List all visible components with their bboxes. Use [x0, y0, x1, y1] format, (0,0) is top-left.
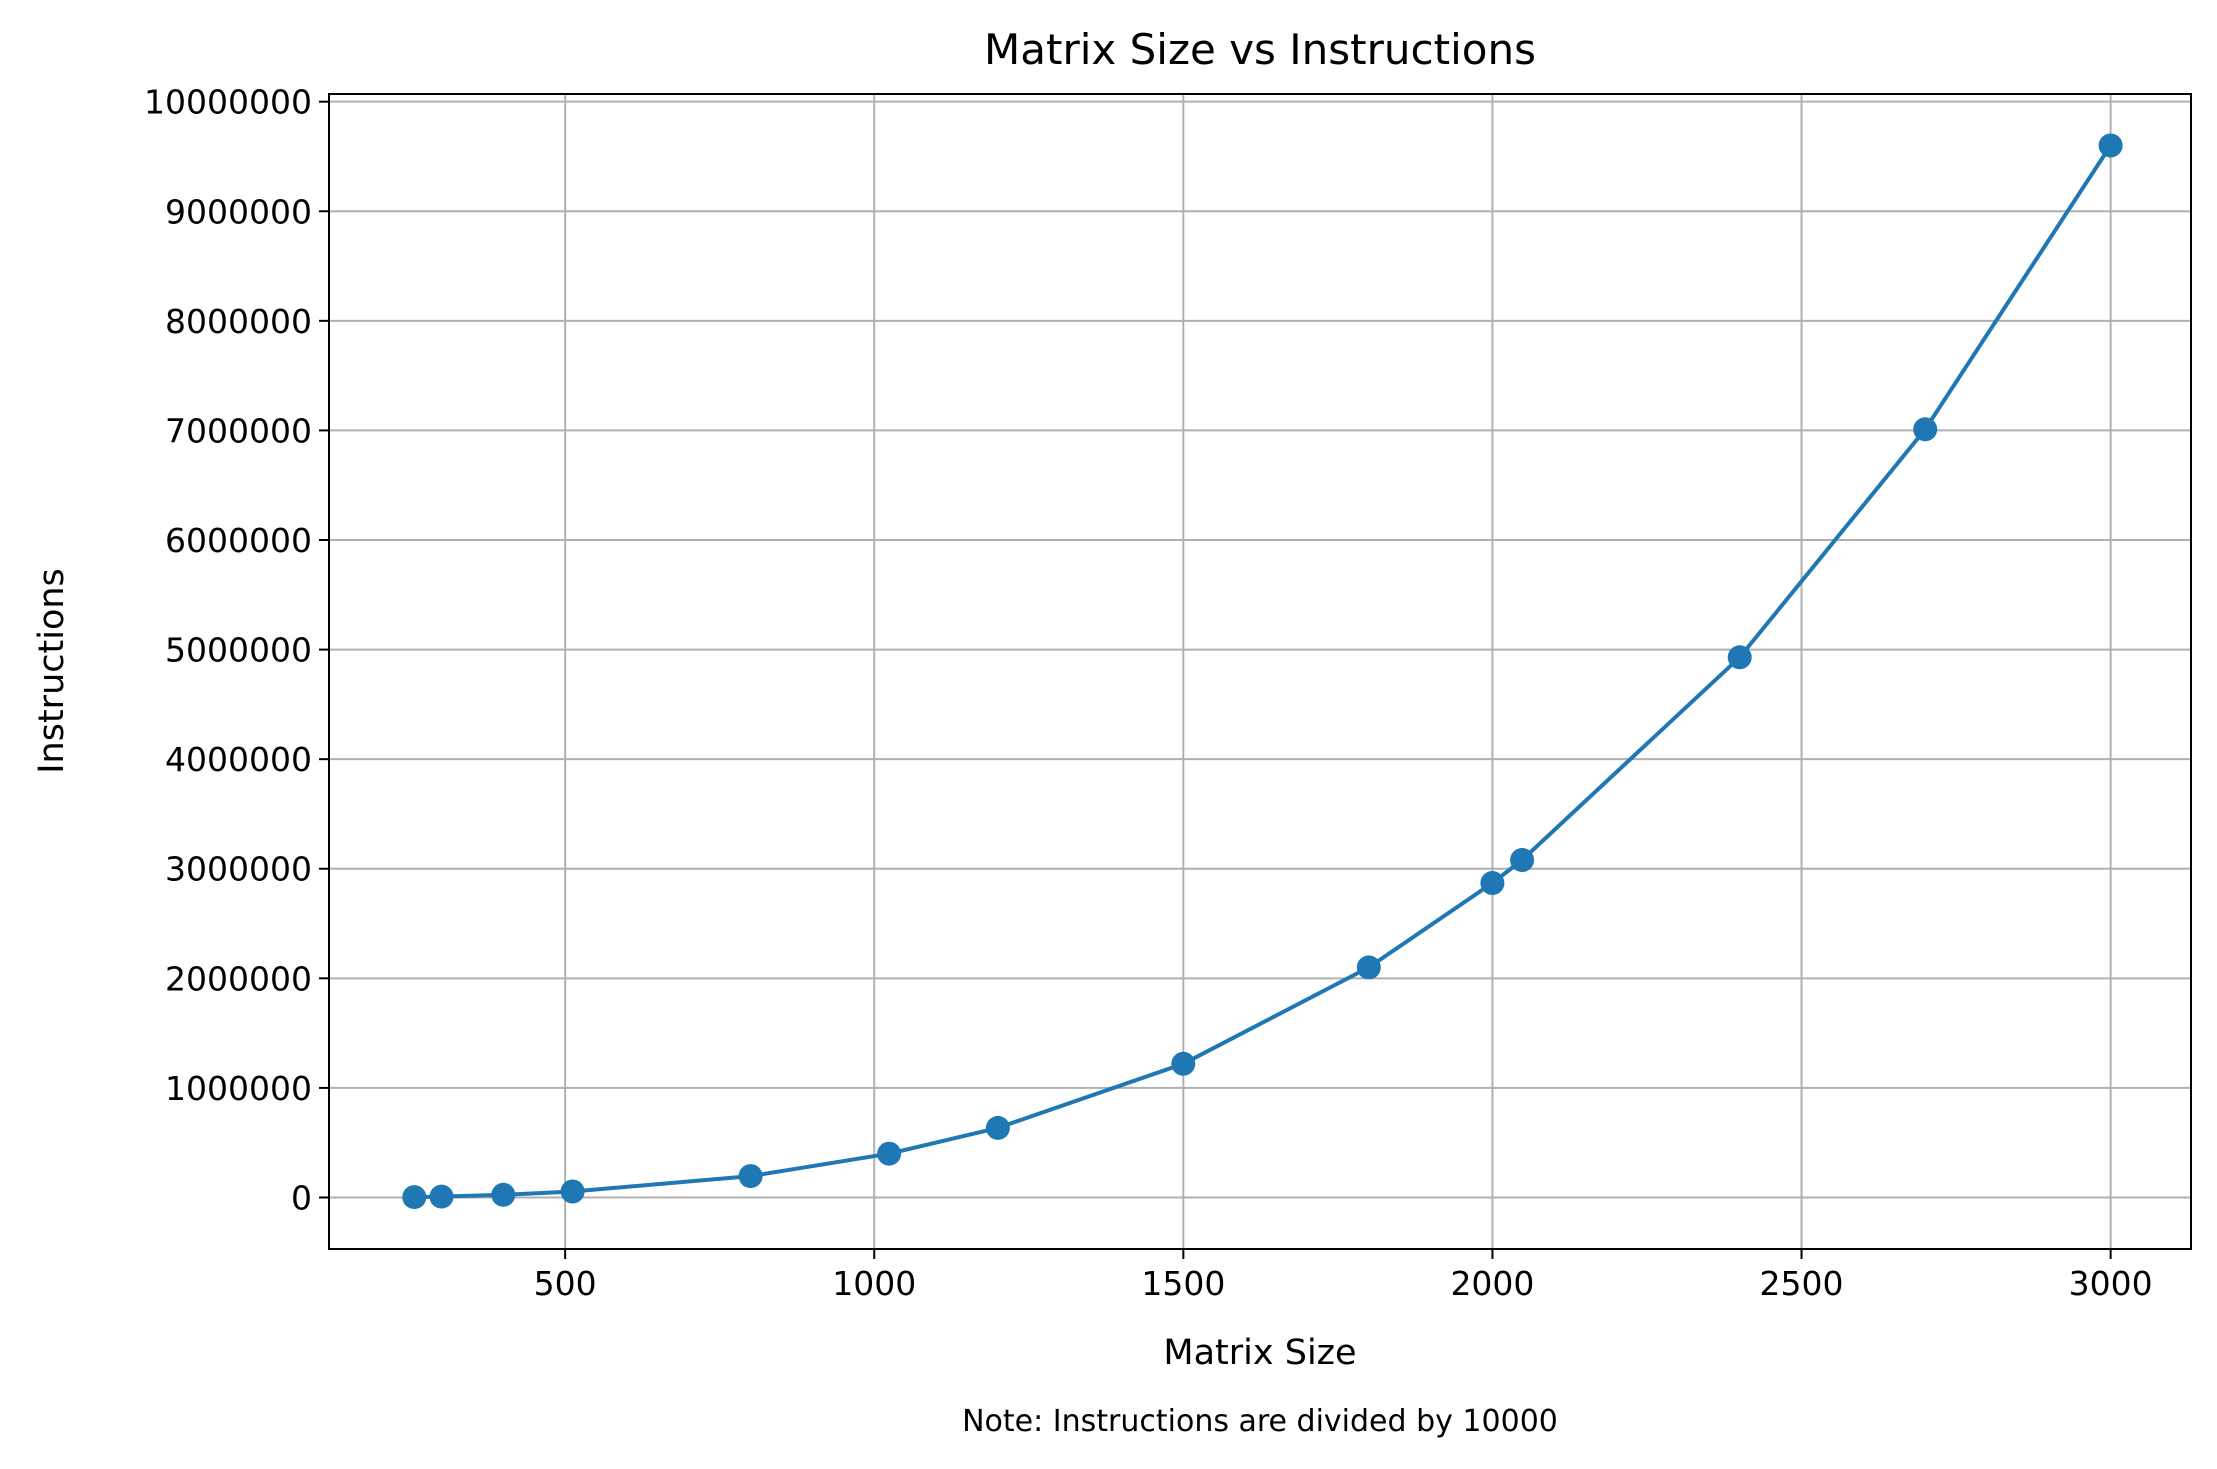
y-tick-label: 9000000: [165, 192, 312, 231]
x-axis-label: Matrix Size: [1163, 1333, 1356, 1373]
x-tick-label: 500: [534, 1264, 597, 1303]
data-point: [2098, 133, 2123, 158]
data-point: [402, 1185, 427, 1210]
chart-note: Note: Instructions are divided by 10000: [962, 1404, 1558, 1439]
data-point: [1727, 645, 1752, 670]
y-tick-label: 5000000: [165, 631, 312, 670]
x-tick-label: 2500: [1760, 1264, 1844, 1303]
data-point: [1356, 955, 1381, 980]
data-point: [1171, 1051, 1196, 1076]
y-axis-label: Instructions: [32, 568, 72, 774]
y-tick-label: 6000000: [165, 521, 312, 560]
plot-frame: [328, 93, 2192, 1250]
data-point: [877, 1141, 902, 1166]
chart-title: Matrix Size vs Instructions: [984, 25, 1536, 74]
x-tick-label: 3000: [2069, 1264, 2153, 1303]
data-point: [560, 1179, 585, 1204]
grid: [329, 94, 2191, 1249]
y-tick-label: 8000000: [165, 302, 312, 341]
data-point: [738, 1164, 763, 1189]
data-point: [985, 1115, 1010, 1140]
y-tick-label: 10000000: [144, 83, 312, 122]
y-tick-label: 4000000: [165, 740, 312, 779]
y-axis: 0 1000000 2000000 3000000 4000000 5000000 6000…: [144, 83, 329, 1217]
y-tick-label: 1000000: [165, 1069, 312, 1108]
data-point: [1913, 417, 1938, 442]
data-point: [429, 1184, 454, 1209]
x-tick-label: 1000: [832, 1264, 916, 1303]
x-tick-label: 2000: [1450, 1264, 1534, 1303]
y-tick-label: 0: [291, 1178, 312, 1217]
y-tick-label: 2000000: [165, 959, 312, 998]
data-point: [1480, 871, 1505, 895]
y-tick-label: 3000000: [165, 850, 312, 889]
x-axis: 500 1000 1500 2000 2500 3000: [534, 1249, 2153, 1303]
data-point: [491, 1182, 516, 1207]
x-tick-label: 1500: [1141, 1264, 1225, 1303]
y-tick-label: 7000000: [165, 411, 312, 450]
data-point: [1510, 848, 1535, 872]
series-layer: [402, 133, 2123, 1210]
